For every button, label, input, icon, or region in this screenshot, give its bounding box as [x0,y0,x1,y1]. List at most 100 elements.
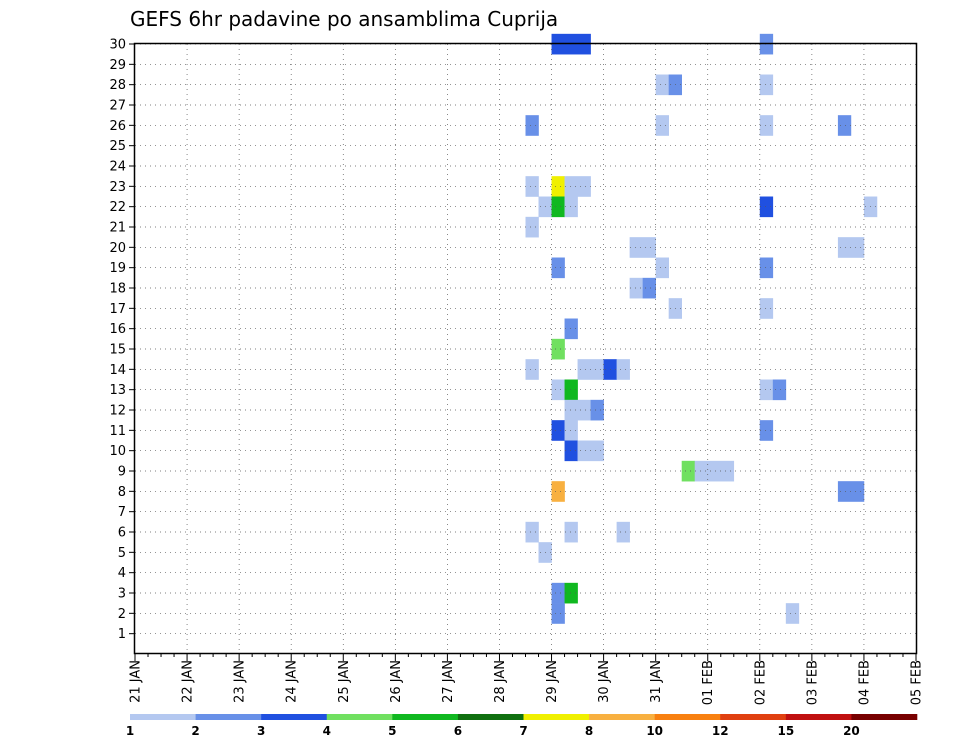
heatmap-cell [564,521,578,543]
y-tick-label: 8 [118,485,126,500]
heatmap-cell [629,237,656,258]
y-tick-label: 18 [109,282,126,297]
heatmap-cell [616,521,630,543]
heatmap-cell [564,440,578,462]
y-tick-label: 27 [109,99,126,114]
heatmap-cell [642,277,656,299]
colorbar-segment [654,714,721,720]
y-tick-label: 14 [109,363,126,378]
heatmap-cell [629,277,643,299]
x-tick-label: 04 FEB [857,660,872,705]
x-tick-label: 03 FEB [805,660,820,705]
colorbar-segment [326,714,393,720]
colorbar-tick-label: 5 [388,724,396,738]
y-tick-label: 5 [118,546,126,561]
colorbar-tick-label: 12 [712,724,729,738]
y-tick-label: 6 [118,526,126,541]
colorbar-tick-label: 8 [585,724,593,738]
heatmap-cell [759,257,774,279]
y-tick-label: 22 [109,200,126,215]
colorbar-tick-label: 6 [454,724,462,738]
x-tick-label: 21 JAN [129,660,144,703]
heatmap-cell [551,582,565,604]
heatmap-cell [551,338,565,360]
colorbar: 1 2 3 4 5 6 7 8 10 12 15 20 [126,714,918,738]
heatmap-cell [551,603,565,624]
heatmap-cell [655,74,669,96]
y-tick-label: 19 [109,261,126,276]
heatmap-cell [564,420,578,441]
y-tick-label: 4 [118,566,126,581]
x-axis: 21 JAN 22 JAN 23 JAN 24 JAN 25 JAN 26 JAN 27 J… [129,654,925,705]
colorbar-tick-label: 2 [191,724,199,738]
x-tick-label: 29 JAN [545,660,560,703]
colorbar-tick-label: 1 [126,724,134,738]
heatmap-cell [564,176,591,197]
y-tick-label: 23 [109,180,126,195]
y-tick-label: 12 [109,404,126,419]
x-tick-label: 25 JAN [337,660,352,703]
y-axis: 1234567891011121314151617181920212223242… [109,38,135,642]
heatmap-cell [525,176,539,197]
heatmap-cell [564,379,578,401]
y-tick-label: 21 [109,221,126,236]
heatmap-cell [616,359,630,380]
colorbar-tick-label: 7 [519,724,527,738]
y-tick-label: 26 [109,119,126,134]
y-tick-label: 3 [118,587,126,602]
x-tick-label: 01 FEB [701,660,716,705]
colorbar-segment [720,714,787,720]
heatmap-cell [551,481,565,502]
heatmap-cell [759,196,774,218]
heatmap-cell [655,115,669,136]
y-tick-label: 17 [109,302,126,317]
heatmap-cell [525,359,539,380]
y-tick-label: 20 [109,241,126,256]
colorbar-segment [523,714,590,720]
y-tick-label: 29 [109,58,126,73]
y-tick-label: 15 [109,343,126,358]
colorbar-tick-label: 4 [323,724,331,738]
y-tick-label: 30 [109,38,126,53]
heatmap-cell [785,603,800,624]
x-tick-label: 26 JAN [389,660,404,703]
y-tick-label: 11 [109,424,126,439]
colorbar-tick-label: 10 [646,724,663,738]
x-tick-label: 24 JAN [285,660,300,703]
heatmap-cell [551,196,565,218]
heatmap-cell [759,298,774,319]
y-tick-label: 13 [109,383,126,398]
y-tick-label: 16 [109,322,126,337]
colorbar-segment [851,714,918,720]
heatmap-cell [837,115,852,136]
heatmap-cell [837,481,865,502]
y-tick-label: 9 [118,465,126,480]
x-tick-label: 31 JAN [649,660,664,703]
colorbar-segment [457,714,524,720]
x-tick-label: 27 JAN [441,660,456,703]
heatmap-cell [551,420,565,441]
heatmap-cell [759,420,774,441]
heatmap-cell [759,74,774,96]
heatmap-cell [551,257,565,279]
colorbar-segment [392,714,459,720]
y-tick-label: 10 [109,444,126,459]
x-tick-label: 30 JAN [597,660,612,703]
colorbar-segment [130,714,196,720]
x-tick-label: 05 FEB [910,660,925,705]
y-tick-label: 28 [109,78,126,93]
colorbar-tick-label: 20 [843,724,860,738]
x-tick-label: 02 FEB [753,660,768,705]
chart-title: GEFS 6hr padavine po ansamblima Cuprija [130,7,558,31]
colorbar-segment [785,714,852,720]
heatmap-cell [551,176,565,197]
colorbar-tick-label: 15 [777,724,794,738]
heatmap-cell [772,379,787,401]
y-tick-label: 25 [109,139,126,154]
heatmap-cell [551,379,565,401]
heatmap-cell [759,379,774,401]
heatmap-cell [837,237,865,258]
heatmap-cell [564,399,591,421]
heatmap-cell [564,582,578,604]
heatmap-cell [564,196,578,218]
